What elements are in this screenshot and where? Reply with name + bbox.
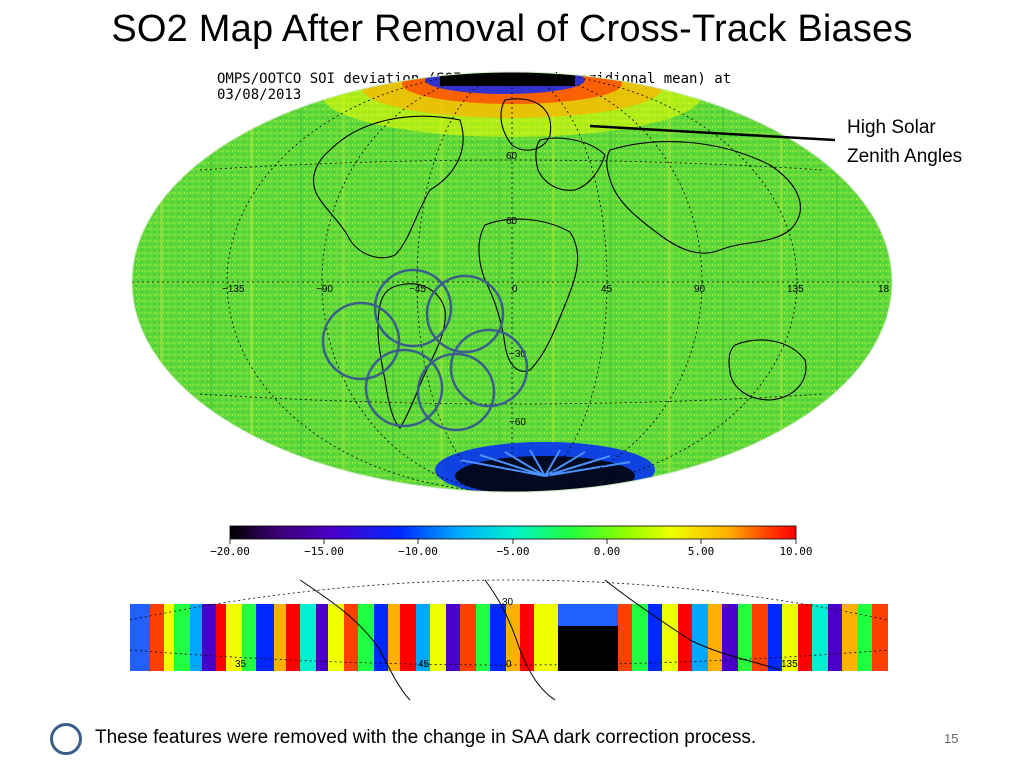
strip-label-4: 0 (506, 659, 512, 670)
feature-circle-3 (425, 274, 505, 354)
lon-label-1: −135 (222, 284, 245, 295)
lon-label-7: 135 (787, 284, 804, 295)
callout-pointer (589, 124, 836, 142)
world-map: −135 −90 −45 0 45 90 135 18 60 60 −30 −6… (131, 71, 893, 493)
feature-circles (321, 268, 529, 432)
lon-label-2: −90 (316, 284, 333, 295)
slide-title: SO2 Map After Removal of Cross-Track Bia… (111, 8, 913, 50)
lon-label-8: 18 (878, 284, 890, 295)
page-number: 15 (944, 731, 959, 746)
colorbar (229, 525, 797, 540)
colorbar-label-6: 5.00 (687, 545, 715, 558)
feature-circle-6 (416, 352, 496, 432)
feature-circle-4 (449, 328, 529, 408)
arctic-band (322, 72, 702, 137)
strip-bands (150, 604, 888, 671)
colorbar-label-5: 0.00 (593, 545, 621, 558)
lat-label-1: 60 (506, 151, 518, 162)
callout-line-2: Zenith Angles (847, 146, 963, 167)
colorbar-label-3: −10.00 (398, 545, 438, 558)
strip-label-2: 35 (235, 659, 247, 670)
lon-label-6: 90 (694, 284, 706, 295)
continent-outlines (312, 98, 807, 429)
legend-circle-icon (50, 723, 82, 755)
strip-label-5: 135 (781, 659, 798, 670)
strip-label-3: 45 (418, 659, 430, 670)
strip-label-1: 30 (502, 597, 514, 608)
lat-label-2: 60 (506, 216, 518, 227)
footnote: These features were removed with the cha… (95, 727, 757, 748)
colorbar-label-1: −20.00 (210, 545, 250, 558)
colorbar-label-7: 10.00 (779, 545, 813, 558)
callout-line-1: High Solar (847, 117, 936, 138)
colorbar-label-2: −15.00 (304, 545, 344, 558)
lon-label-5: 45 (601, 284, 613, 295)
feature-circle-2 (373, 268, 453, 348)
lat-label-3: −30 (509, 349, 526, 360)
lat-label-4: −60 (509, 417, 526, 428)
lon-label-3: −45 (409, 284, 426, 295)
strip-map: 30 35 45 0 135 (129, 579, 889, 701)
graticule (132, 72, 892, 492)
colorbar-ticks (229, 539, 797, 544)
antarctic-band (435, 442, 655, 492)
colorbar-label-4: −5.00 (496, 545, 530, 558)
callout-text: High Solar Zenith Angles (847, 113, 962, 171)
strip-coastlines (299, 579, 781, 701)
feature-circle-5 (364, 348, 444, 428)
feature-circle-1 (321, 301, 401, 381)
lon-label-4: 0 (512, 284, 518, 295)
